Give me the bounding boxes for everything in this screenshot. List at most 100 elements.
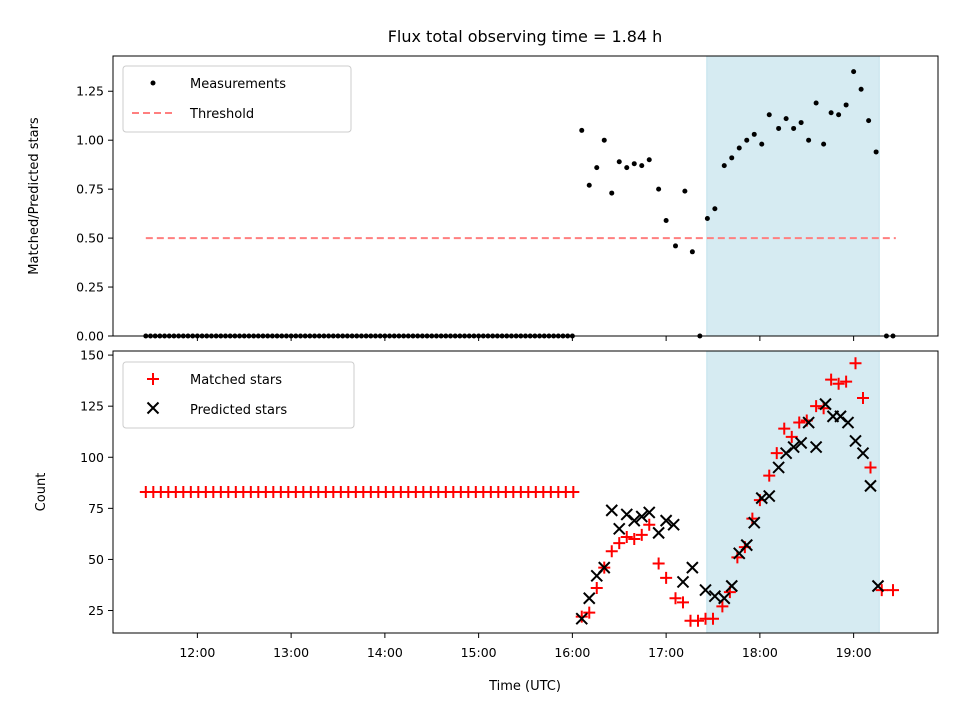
matched-star-point — [643, 518, 656, 531]
matched-star-point — [567, 486, 580, 498]
measurement-point — [682, 188, 688, 194]
top-shaded-span — [706, 55, 880, 337]
measurement-point — [821, 141, 827, 147]
bottom-x-tick-label: 19:00 — [836, 645, 872, 660]
top-y-tick-label: 0.25 — [76, 280, 104, 295]
matched-star-point — [620, 530, 633, 543]
top-legend-box — [122, 65, 352, 133]
bottom-shaded-span — [706, 350, 880, 634]
measurement-point — [704, 216, 710, 222]
bottom-legend: Matched stars Predicted stars — [122, 361, 355, 429]
measurement-point — [813, 100, 819, 106]
predicted-star-point — [708, 590, 722, 603]
measurement-point — [586, 182, 592, 188]
bottom-panel: 25 50 75 100 125 150 12:00 13:00 14:00 15:00 16:00… — [34, 348, 939, 694]
matched-star-point — [887, 584, 899, 597]
bottom-y-tick-label: 25 — [88, 603, 104, 618]
measurement-point — [631, 161, 637, 167]
predicted-star-point — [659, 514, 673, 527]
matched-star-point — [583, 606, 596, 619]
top-y-tick-label: 0.00 — [76, 329, 104, 344]
bottom-axes-frame — [112, 350, 939, 634]
measurement-point — [656, 186, 662, 192]
matched-star-point — [575, 610, 588, 623]
measurement-point — [783, 116, 789, 122]
measurement-point — [712, 206, 718, 212]
measurement-point — [689, 249, 695, 255]
measurement-point — [663, 217, 669, 223]
predicted-star-point — [628, 514, 641, 527]
matched-star-point — [746, 512, 759, 525]
bottom-x-tick-label: 18:00 — [742, 645, 778, 660]
top-y-tick-label: 0.50 — [76, 231, 104, 246]
bottom-y-tick-label: 125 — [80, 399, 104, 414]
measurement-point — [873, 149, 879, 155]
matched-star-point — [849, 357, 862, 370]
bottom-x-tick-label: 15:00 — [461, 645, 497, 660]
predicted-star-point — [772, 461, 785, 474]
matched-star-point — [840, 375, 853, 388]
measurement-point — [579, 127, 585, 133]
measurement-point — [639, 163, 645, 169]
measurement-point — [828, 110, 834, 116]
predicted-star-point — [871, 579, 885, 593]
bottom-legend-box — [122, 361, 355, 429]
matched-star-point — [692, 614, 704, 627]
matched-star-point — [793, 416, 806, 429]
measurement-point — [721, 163, 727, 169]
matched-star-point — [669, 592, 682, 605]
measurement-point — [798, 120, 804, 126]
measurement-point — [736, 145, 742, 151]
matched-star-point — [785, 430, 798, 443]
measurement-point — [866, 118, 872, 124]
top-panel: 0.00 0.25 0.50 0.75 1.00 1.25 Flux total obse… — [27, 27, 939, 344]
matched-star-point — [817, 402, 830, 415]
measurement-point — [836, 112, 842, 118]
measurement-point — [751, 131, 757, 137]
predicted-star-point — [725, 579, 738, 593]
matched-legend-marker — [147, 373, 159, 385]
matched-star-point — [613, 537, 626, 550]
bottom-x-tick-label: 12:00 — [179, 645, 215, 660]
matched-star-point — [716, 600, 729, 613]
predicted-star-point — [643, 506, 656, 519]
measurement-point — [851, 69, 857, 75]
matched-star-point — [628, 533, 641, 545]
measurement-point — [744, 137, 750, 143]
top-y-tick-label: 1.00 — [76, 133, 104, 148]
predicted-stars-points — [575, 397, 885, 625]
bottom-x-tick-label: 14:00 — [367, 645, 403, 660]
predicted-star-point — [583, 592, 596, 605]
predicted-star-point — [864, 479, 877, 493]
bottom-y-tick-label: 50 — [88, 552, 104, 567]
predicted-star-point — [794, 436, 808, 450]
bottom-x-tick-label: 13:00 — [273, 645, 309, 660]
matched-star-point — [731, 551, 744, 564]
matched-star-point — [810, 400, 823, 413]
measurement-point — [806, 137, 812, 143]
predicted-star-point — [652, 526, 665, 540]
matched-star-point — [825, 373, 838, 386]
top-y-tick-label: 0.75 — [76, 182, 104, 197]
top-legend: Measurements Threshold — [122, 65, 352, 133]
matched-star-point — [660, 571, 673, 584]
measurement-point — [759, 141, 765, 147]
measurement-point — [729, 155, 735, 161]
bottom-axis-ticks: 25 50 75 100 125 150 12:00 13:00 14:00 15:00 16:00… — [80, 348, 872, 660]
matched-stars-points — [139, 357, 899, 627]
bottom-y-tick-label: 75 — [88, 501, 104, 516]
measurement-point — [609, 190, 615, 196]
matched-star-point — [832, 377, 845, 390]
legend-matched-stars: Matched stars — [190, 373, 282, 388]
predicted-star-point — [819, 397, 832, 411]
measurement-point — [616, 159, 622, 165]
bottom-y-tick-label: 150 — [80, 348, 104, 363]
top-axes-frame — [112, 55, 939, 337]
predicted-star-point — [613, 522, 626, 535]
top-axis-ticks: 0.00 0.25 0.50 0.75 1.00 1.25 — [76, 84, 855, 344]
measurement-point — [673, 243, 678, 249]
predicted-star-point — [787, 440, 800, 454]
predicted-star-point — [849, 434, 862, 448]
bottom-y-tick-label: 100 — [80, 450, 104, 465]
matched-star-point — [605, 545, 618, 558]
